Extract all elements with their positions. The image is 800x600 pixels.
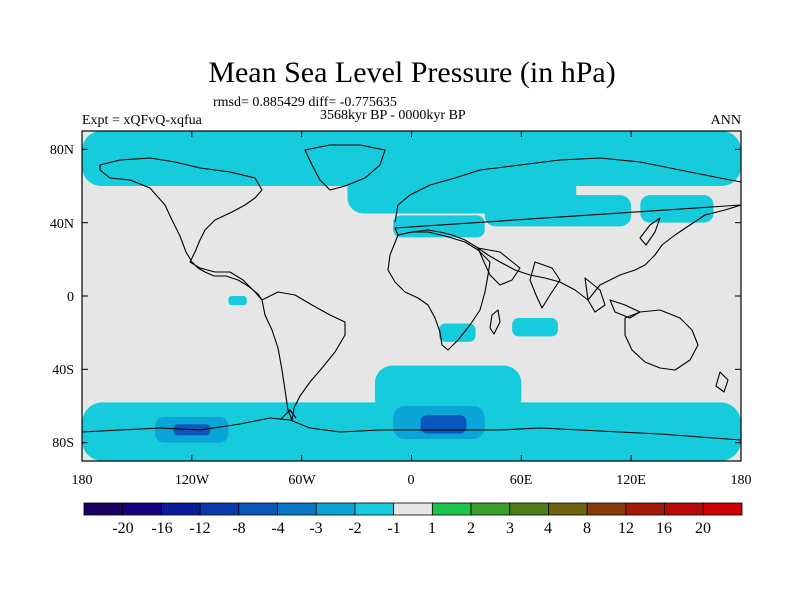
coast-greenland	[304, 144, 386, 191]
y-tick-label: 40N	[50, 217, 74, 232]
colorbar-box	[470, 502, 511, 516]
x-tick-label: 60W	[288, 473, 316, 488]
region-east-pacific-spot	[228, 296, 247, 306]
coast-antarctic-peninsula	[279, 409, 297, 421]
colorbar-label: 20	[695, 520, 711, 537]
coastlines	[82, 144, 741, 441]
colorbar-box	[548, 502, 588, 516]
axis-ticks	[81, 131, 742, 461]
colorbar-label: -4	[271, 520, 284, 537]
colorbar-box	[702, 502, 743, 516]
colorbar-box	[199, 502, 240, 516]
experiment-label: Expt = xQFvQ-xqfua	[82, 113, 203, 128]
x-tick-label: 120W	[175, 473, 210, 488]
region-arctic-band	[82, 131, 741, 186]
colorbar-box	[431, 502, 472, 516]
y-tick-label: 40S	[52, 363, 74, 378]
colorbar-label: 4	[544, 520, 552, 537]
colorbar-box	[315, 502, 356, 516]
coast-north-america	[99, 157, 263, 301]
region-weddell-core	[420, 415, 467, 434]
x-tick-label: 120E	[616, 473, 646, 488]
colorbar-label: -2	[348, 520, 361, 537]
x-axis: 180 120W 60W 0 60E 120E 180	[72, 473, 752, 488]
colorbar-box	[238, 502, 278, 516]
colorbar-label: 2	[467, 520, 475, 537]
coast-southeast-asia	[584, 277, 641, 319]
colorbar-box	[664, 502, 704, 516]
colorbar-box	[625, 502, 665, 516]
coast-europe-asia	[394, 157, 741, 301]
colorbar-label: -3	[309, 520, 322, 537]
colorbar-boxes	[83, 502, 743, 516]
colorbar-box	[586, 502, 627, 516]
coast-japan	[639, 217, 661, 246]
colorbar-label: 1	[428, 520, 436, 537]
chart-title: Mean Sea Level Pressure (in hPa)	[208, 56, 615, 89]
colorbar-label: 3	[506, 520, 514, 537]
coast-antarctica	[82, 417, 741, 441]
x-tick-label: 0	[408, 473, 415, 488]
coast-madagascar	[489, 309, 501, 335]
stats-label: rmsd= 0.885429 diff= -0.775635	[213, 95, 397, 110]
colorbar-box	[393, 502, 433, 516]
colorbar-box	[161, 502, 201, 516]
colorbar-box	[83, 502, 124, 516]
colorbar-label: -16	[151, 520, 172, 537]
colorbar-label: -12	[189, 520, 210, 537]
y-axis: 80N 40N 0 40S 80S	[50, 143, 74, 451]
y-tick-label: 0	[67, 290, 74, 305]
colorbar-box	[354, 502, 395, 516]
x-tick-label: 60E	[510, 473, 533, 488]
coast-arabia	[477, 247, 521, 286]
colorbar-box	[277, 502, 317, 516]
y-tick-label: 80N	[50, 143, 74, 158]
colorbar-label: 16	[656, 520, 672, 537]
coast-south-america	[261, 291, 346, 421]
colorbar-label: 8	[583, 520, 591, 537]
x-tick-label: 180	[731, 473, 752, 488]
x-tick-label: 180	[72, 473, 93, 488]
colorbar-box	[122, 502, 162, 516]
colorbar-label: -1	[387, 520, 400, 537]
coast-australia	[624, 309, 699, 371]
colorbar-label: 12	[618, 520, 634, 537]
colorbar-box	[509, 502, 549, 516]
colorbar-label: -8	[232, 520, 245, 537]
coast-india	[529, 261, 561, 309]
region-central-asia	[484, 195, 632, 227]
region-indian-ocean	[512, 318, 558, 337]
region-south-atlantic-lobe	[374, 365, 522, 416]
coast-new-zealand	[715, 371, 729, 393]
coast-africa	[387, 231, 491, 351]
season-label: ANN	[711, 113, 741, 128]
map-plot-area	[81, 130, 742, 462]
colorbar-labels: -20 -16 -12 -8 -4 -3 -2 -1 1 2 3 4 8 12 …	[112, 520, 711, 537]
colorbar-label: -20	[112, 520, 133, 537]
region-southern-africa	[438, 323, 476, 342]
anomaly-regions	[82, 131, 741, 461]
colorbar: -20 -16 -12 -8 -4 -3 -2 -1 1 2 3 4 8 12 …	[83, 502, 743, 537]
y-tick-label: 80S	[52, 436, 74, 451]
period-label: 3568kyr BP - 0000kyr BP	[320, 108, 466, 123]
